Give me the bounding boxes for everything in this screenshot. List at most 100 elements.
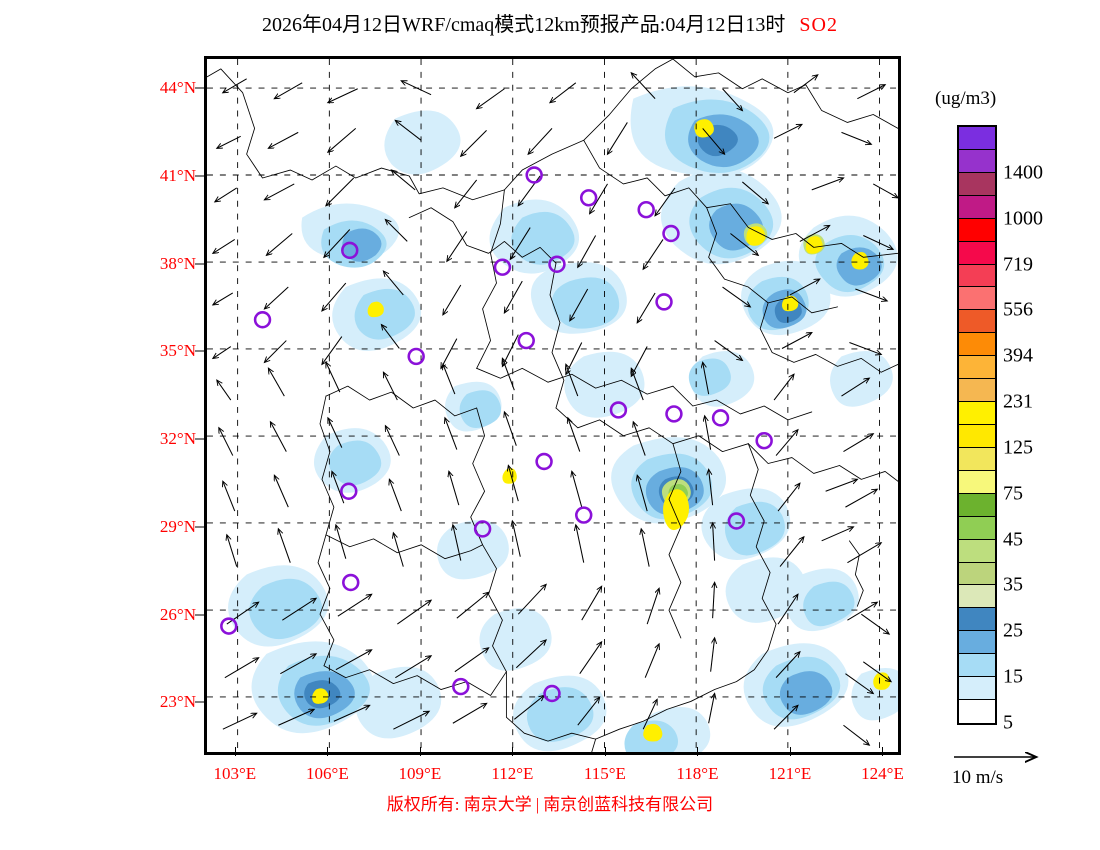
y-axis-tick-label: 44°N: [159, 78, 196, 98]
x-axis-tick-mark: [419, 747, 421, 756]
colorbar-cell: [959, 562, 995, 586]
city-marker: [340, 482, 358, 500]
city-marker: [525, 166, 543, 184]
x-axis-tick-label: 106°E: [306, 764, 349, 783]
wind-reference-arrow-icon: [954, 745, 1090, 769]
city-marker: [342, 573, 360, 592]
copyright-footer: 版权所有: 南京大学 | 南京创蓝科技有限公司: [0, 790, 1100, 815]
x-axis-tick-label: 121°E: [768, 764, 812, 783]
x-axis-labels: 103°E 106°E 109°E 112°E 115°E 118°E 121°E 124°E: [204, 764, 904, 788]
y-axis-ticks: [195, 56, 205, 755]
colorbar-cell: [959, 241, 995, 265]
x-axis-tick-mark: [327, 747, 329, 756]
company-name: 南京创蓝科技有限公司: [543, 795, 714, 814]
city-marker: [711, 409, 730, 427]
x-axis-tick-mark: [512, 747, 514, 756]
city-marker: [341, 241, 359, 260]
city-marker: [662, 224, 680, 243]
colorbar-cell: [959, 447, 995, 471]
colorbar-cell: [959, 195, 995, 219]
colorbar-cell: [959, 677, 995, 701]
y-axis-tick-mark: [195, 526, 204, 528]
city-marker: [452, 677, 470, 696]
city-marker: [755, 431, 773, 450]
colorbar-cell: [959, 631, 995, 655]
colorbar-tick-label: 25: [1003, 619, 1023, 642]
y-axis-tick-label: 35°N: [159, 341, 196, 361]
y-axis-tick-mark: [195, 263, 204, 265]
y-axis-tick-mark: [195, 614, 204, 616]
page-title: 2026年04月12日WRF/cmaq模式12km预报产品:04月12日13时 S…: [0, 8, 1100, 37]
colorbar-cell: [959, 470, 995, 494]
colorbar-cell: [959, 424, 995, 448]
footer-separator: |: [535, 795, 540, 814]
y-axis-tick-label: 41°N: [159, 165, 196, 185]
colorbar-cell: [959, 310, 995, 334]
map-plot-area[interactable]: [204, 56, 901, 755]
colorbar-tick-label: 1000: [1003, 207, 1043, 230]
colorbar-unit-label: (ug/m3): [935, 88, 997, 109]
colorbar-cell: [959, 516, 995, 540]
y-axis-tick-label: 23°N: [159, 692, 196, 712]
city-marker: [727, 512, 746, 530]
wind-vector-field: [213, 73, 898, 745]
city-marker: [579, 189, 598, 207]
colorbar-tick-label: 1400: [1003, 161, 1043, 184]
city-marker: [543, 684, 561, 703]
map-svg: [207, 59, 898, 752]
copyright-owner: 版权所有: 南京大学: [386, 795, 532, 814]
y-axis-tick-mark: [195, 701, 204, 703]
city-marker: [253, 311, 272, 329]
city-marker: [407, 347, 425, 366]
y-axis-tick-mark: [195, 87, 204, 89]
x-axis-tick-mark: [789, 747, 791, 756]
map-canvas: [207, 59, 898, 752]
colorbar-tick-label: 35: [1003, 573, 1023, 596]
colorbar-cell: [959, 264, 995, 288]
colorbar-cell: [959, 700, 995, 723]
x-axis-tick-label: 118°E: [676, 764, 719, 783]
wind-scale-text: 10 m/s: [952, 767, 1004, 788]
colorbar-tick-label: 394: [1003, 344, 1033, 367]
x-axis-tick-mark: [697, 747, 699, 756]
colorbar-cell: [959, 149, 995, 173]
colorbar[interactable]: [957, 125, 997, 725]
x-axis-tick-label: 103°E: [213, 764, 257, 783]
city-marker: [665, 405, 683, 423]
city-marker: [535, 452, 553, 471]
city-marker: [609, 401, 628, 419]
y-axis-tick-label: 32°N: [159, 429, 196, 449]
title-species-label: SO2: [799, 14, 838, 36]
x-axis-ticks: [204, 747, 901, 757]
city-marker: [493, 258, 512, 276]
colorbar-tick-label: 719: [1003, 253, 1033, 276]
colorbar-tick-label: 75: [1003, 482, 1023, 505]
colorbar-cell: [959, 654, 995, 678]
colorbar-cell: [959, 402, 995, 425]
colorbar-cell: [959, 608, 995, 632]
x-axis-tick-label: 115°E: [583, 764, 626, 783]
concentration-field: [228, 86, 898, 752]
colorbar-cell: [959, 218, 995, 242]
x-axis-tick-label: 112°E: [491, 764, 534, 783]
colorbar-tick-label: 15: [1003, 665, 1023, 688]
y-axis-tick-label: 26°N: [159, 604, 196, 624]
y-axis-labels: 44°N 41°N 38°N 35°N 32°N 29°N 26°N 23°N: [108, 56, 196, 755]
colorbar-cell: [959, 127, 995, 150]
y-axis-tick-mark: [195, 438, 204, 440]
y-axis-tick-label: 38°N: [159, 253, 196, 273]
city-marker: [548, 255, 566, 273]
city-marker: [575, 506, 593, 524]
y-axis-tick-mark: [195, 350, 204, 352]
x-axis-tick-mark: [604, 747, 606, 756]
colorbar-cell: [959, 539, 995, 563]
city-marker: [517, 331, 535, 350]
colorbar-cell: [959, 287, 995, 311]
title-text: 2026年04月12日WRF/cmaq模式12km预报产品:04月12日13时: [262, 14, 786, 36]
colorbar-tick-label: 125: [1003, 436, 1033, 459]
colorbar-tick-label: 5: [1003, 711, 1013, 734]
y-axis-tick-mark: [195, 175, 204, 177]
x-axis-tick-label: 124°E: [861, 764, 904, 783]
x-axis-tick-mark: [234, 747, 236, 756]
